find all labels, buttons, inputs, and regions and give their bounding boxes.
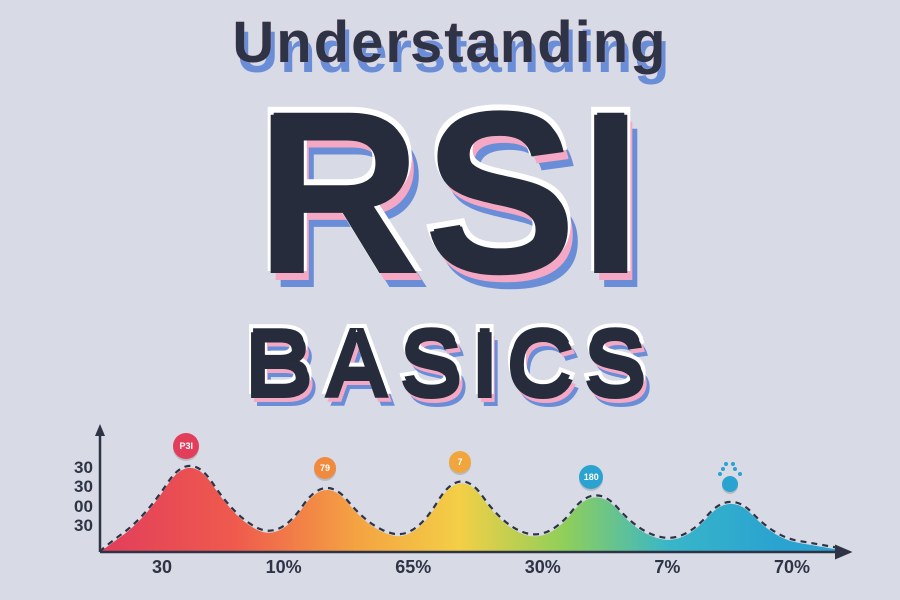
title-block: Understanding Understanding RSI RSI RSI … bbox=[0, 14, 900, 420]
x-tick-label: 30% bbox=[525, 557, 561, 578]
chart-marker-spark bbox=[738, 472, 742, 476]
infographic-canvas: Understanding Understanding RSI RSI RSI … bbox=[0, 0, 900, 600]
chart-marker-spark bbox=[731, 462, 735, 466]
x-tick-label: 10% bbox=[266, 557, 302, 578]
rsi-chart: 30300030 3010%65%30%7%70% P3I797180 bbox=[60, 412, 860, 582]
y-axis-arrow bbox=[95, 424, 105, 436]
chart-marker-spark bbox=[721, 467, 725, 471]
title-line-2: RSI RSI RSI RSI bbox=[0, 74, 900, 314]
x-axis-labels: 30 10% 65% 30% 7% 70% bbox=[152, 557, 810, 578]
x-tick-label: 30 bbox=[152, 557, 172, 578]
chart-marker-spark bbox=[718, 472, 722, 476]
title-line-3: BASICS BASICS BASICS BASICS bbox=[0, 312, 900, 420]
y-tick-label: 30 bbox=[74, 458, 93, 478]
title-line-2-fill: RSI bbox=[0, 74, 900, 314]
chart-marker: P3I bbox=[173, 433, 199, 459]
x-tick-label: 65% bbox=[395, 557, 431, 578]
x-tick-label: 70% bbox=[774, 557, 810, 578]
chart-marker-spark bbox=[733, 467, 737, 471]
y-tick-label: 00 bbox=[74, 497, 93, 517]
chart-marker bbox=[722, 476, 738, 492]
y-axis-labels: 30300030 bbox=[74, 458, 93, 536]
chart-marker: 7 bbox=[449, 451, 471, 473]
x-tick-label: 7% bbox=[654, 557, 680, 578]
y-tick-label: 30 bbox=[74, 516, 93, 536]
chart-marker: 180 bbox=[579, 465, 603, 489]
title-line-3-fill: BASICS bbox=[0, 312, 900, 420]
chart-marker: 79 bbox=[314, 457, 336, 479]
chart-marker-spark bbox=[724, 462, 728, 466]
y-tick-label: 30 bbox=[74, 477, 93, 497]
